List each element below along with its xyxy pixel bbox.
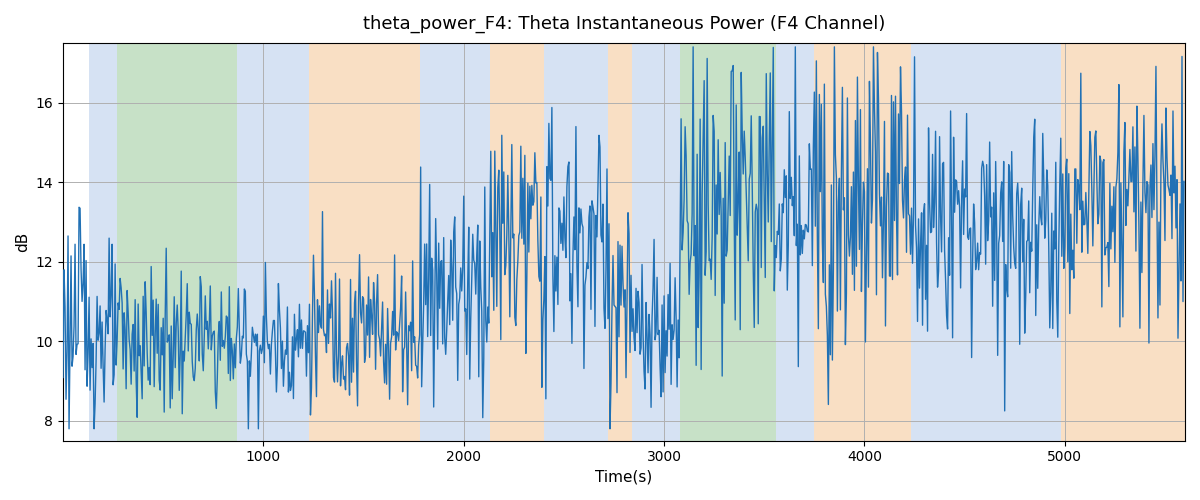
Bar (310, 43, 420, 440)
Bar (815, 43, 911, 440)
Bar (490, 43, 544, 440)
Bar (911, 43, 1004, 440)
Title: theta_power_F4: Theta Instantaneous Power (F4 Channel): theta_power_F4: Theta Instantaneous Powe… (362, 15, 886, 34)
Bar (680, 43, 776, 440)
Bar (1004, 43, 1061, 440)
Bar (238, 43, 310, 440)
Bar (1061, 43, 1186, 440)
Bar (632, 43, 680, 440)
Bar (608, 43, 632, 440)
Bar (776, 43, 815, 440)
Y-axis label: dB: dB (16, 232, 30, 252)
X-axis label: Time(s): Time(s) (595, 470, 653, 485)
Bar (89, 43, 118, 440)
Bar (118, 43, 238, 440)
Bar (544, 43, 608, 440)
Bar (420, 43, 490, 440)
